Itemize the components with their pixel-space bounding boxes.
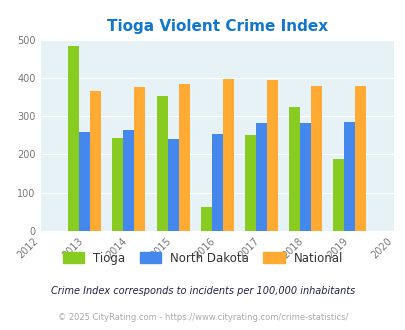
Bar [112,138,123,231]
Bar [79,132,90,231]
Bar [266,80,277,231]
Bar [200,207,211,231]
Bar [211,134,222,231]
Text: © 2025 CityRating.com - https://www.cityrating.com/crime-statistics/: © 2025 CityRating.com - https://www.city… [58,313,347,322]
Title: Tioga Violent Crime Index: Tioga Violent Crime Index [107,19,327,34]
Bar [68,46,79,231]
Bar [354,85,365,231]
Bar [156,96,167,231]
Bar [310,85,321,231]
Bar [167,139,178,231]
Bar [90,90,101,231]
Bar [343,122,354,231]
Bar [255,123,266,231]
Bar [222,79,233,231]
Legend: Tioga, North Dakota, National: Tioga, North Dakota, National [58,247,347,269]
Bar [134,87,145,231]
Bar [288,107,299,231]
Text: Crime Index corresponds to incidents per 100,000 inhabitants: Crime Index corresponds to incidents per… [51,286,354,296]
Bar [299,123,310,231]
Bar [332,159,343,231]
Bar [244,135,255,231]
Bar [178,83,189,231]
Bar [123,130,134,231]
